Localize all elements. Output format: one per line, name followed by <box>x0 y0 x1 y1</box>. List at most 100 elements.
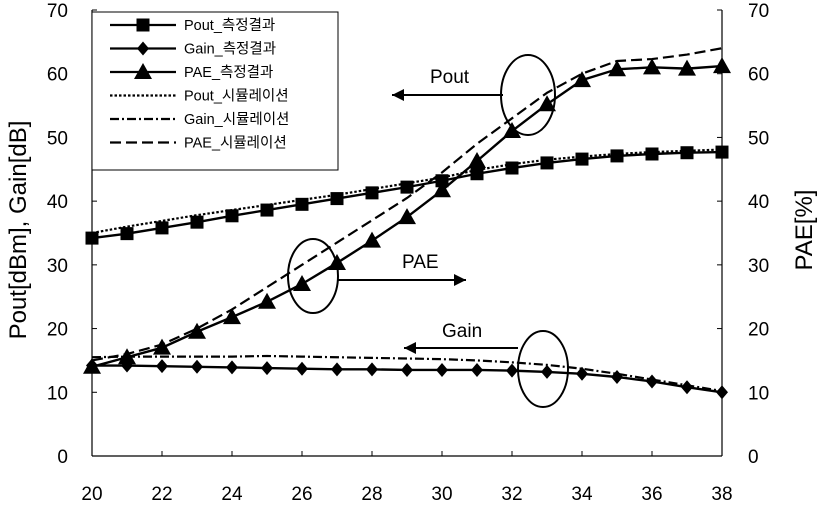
triangle-marker <box>398 208 416 225</box>
legend-label: PAE_시뮬레이션 <box>184 135 287 152</box>
triangle-marker <box>293 274 311 291</box>
triangle-marker <box>643 58 661 75</box>
diamond-marker <box>156 359 168 374</box>
diamond-marker <box>137 41 149 56</box>
square-marker <box>575 152 589 166</box>
square-marker <box>295 197 309 211</box>
triangle-marker <box>258 292 276 309</box>
x-tick-label: 38 <box>711 484 732 505</box>
square-marker <box>365 186 379 200</box>
y-axis-right-label: PAE[%] <box>791 190 818 271</box>
y-tick-label-right: 60 <box>748 65 769 86</box>
diamond-marker <box>681 380 693 395</box>
y-tick-label-left: 60 <box>47 65 68 86</box>
diamond-marker <box>471 362 483 377</box>
y-tick-label-right: 10 <box>748 383 769 404</box>
square-marker <box>715 145 729 159</box>
diamond-marker <box>541 364 553 379</box>
diamond-marker <box>401 362 413 377</box>
square-marker <box>85 231 99 245</box>
square-marker <box>470 167 484 181</box>
arrow-head <box>404 342 416 354</box>
legend-label: Pout_시뮬레이션 <box>184 88 289 105</box>
x-tick-label: 26 <box>291 484 312 505</box>
gain-annotation: Gain <box>442 321 482 342</box>
diamond-marker <box>226 360 238 375</box>
square-marker <box>610 149 624 163</box>
y-tick-label-left: 50 <box>47 128 68 149</box>
square-marker <box>330 192 344 206</box>
legend-entry: Pout_측정결과 <box>110 17 275 34</box>
y-tick-label-right: 50 <box>748 128 769 149</box>
square-marker <box>260 203 274 217</box>
legend: Pout_측정결과 Gain_측정결과 PAE_측정결과 Pout_시뮬레이션 Gain… <box>91 11 339 171</box>
triangle-marker <box>83 357 101 374</box>
diamond-marker <box>576 366 588 381</box>
triangle-marker <box>188 322 206 339</box>
y-tick-label-left: 30 <box>47 256 68 277</box>
x-tick-label: 24 <box>221 484 243 505</box>
square-marker <box>400 180 414 194</box>
square-marker <box>225 209 239 223</box>
annotations: Pout PAE Gain <box>287 54 569 408</box>
legend-entry: Pout_시뮬레이션 <box>110 88 289 105</box>
x-tick-label: 20 <box>81 484 102 505</box>
legend-entry: Gain_시뮬레이션 <box>110 111 289 128</box>
x-tick-label: 32 <box>501 484 522 505</box>
x-tick-label: 34 <box>571 484 593 505</box>
pae-arrow <box>338 274 466 286</box>
x-tick-label: 30 <box>431 484 452 505</box>
diamond-marker <box>506 363 518 378</box>
y-tick-label-right: 20 <box>748 320 769 341</box>
legend-entry: PAE_측정결과 <box>110 63 273 81</box>
legend-entry: Gain_측정결과 <box>110 41 276 58</box>
triangle-marker <box>363 231 381 248</box>
legend-entry: PAE_시뮬레이션 <box>110 135 287 152</box>
triangle-marker <box>468 152 486 169</box>
triangle-marker <box>713 57 731 74</box>
square-marker <box>680 146 694 160</box>
arrow-head <box>454 274 466 286</box>
series-Gain_시뮬레이션 <box>91 354 723 393</box>
series-PAE_측정결과 <box>83 57 731 374</box>
square-marker <box>155 221 169 235</box>
series-Pout_측정결과 <box>85 145 729 245</box>
square-marker <box>190 215 204 229</box>
x-tick-label: 36 <box>641 484 662 505</box>
diamond-marker <box>296 361 308 376</box>
pae-ellipse <box>287 238 339 314</box>
y-tick-label-right: 0 <box>748 447 759 468</box>
y-tick-label-left: 10 <box>47 383 68 404</box>
y-tick-label-left: 70 <box>47 1 68 22</box>
triangle-marker <box>153 338 171 355</box>
triangle-marker <box>538 95 556 112</box>
y-tick-label-left: 40 <box>47 192 68 213</box>
triangle-marker <box>134 63 152 79</box>
gain-ellipse <box>517 330 569 408</box>
pout-arrow <box>392 89 503 101</box>
diamond-marker <box>716 385 728 400</box>
diamond-marker <box>646 374 658 389</box>
x-tick-label: 22 <box>151 484 172 505</box>
y-axis-left-label: Pout[dBm], Gain[dB] <box>5 121 32 340</box>
triangle-marker <box>678 59 696 76</box>
pout-annotation: Pout <box>430 67 470 88</box>
legend-label: PAE_측정결과 <box>184 64 273 81</box>
pae-annotation: PAE <box>402 252 439 273</box>
legend-box <box>91 11 339 171</box>
square-marker <box>435 174 449 188</box>
y-tick-label-right: 70 <box>748 1 769 22</box>
legend-label: Pout_측정결과 <box>184 17 275 34</box>
diamond-marker <box>366 362 378 377</box>
diamond-marker <box>611 369 623 384</box>
y-tick-label-right: 40 <box>748 192 769 213</box>
square-marker <box>540 156 554 170</box>
square-marker <box>136 18 150 32</box>
pout-ellipse <box>500 54 556 136</box>
arrow-head <box>392 89 404 101</box>
triangle-marker <box>608 60 626 77</box>
legend-label: Gain_측정결과 <box>184 41 276 58</box>
y-tick-label-left: 0 <box>57 447 68 468</box>
square-marker <box>505 161 519 175</box>
